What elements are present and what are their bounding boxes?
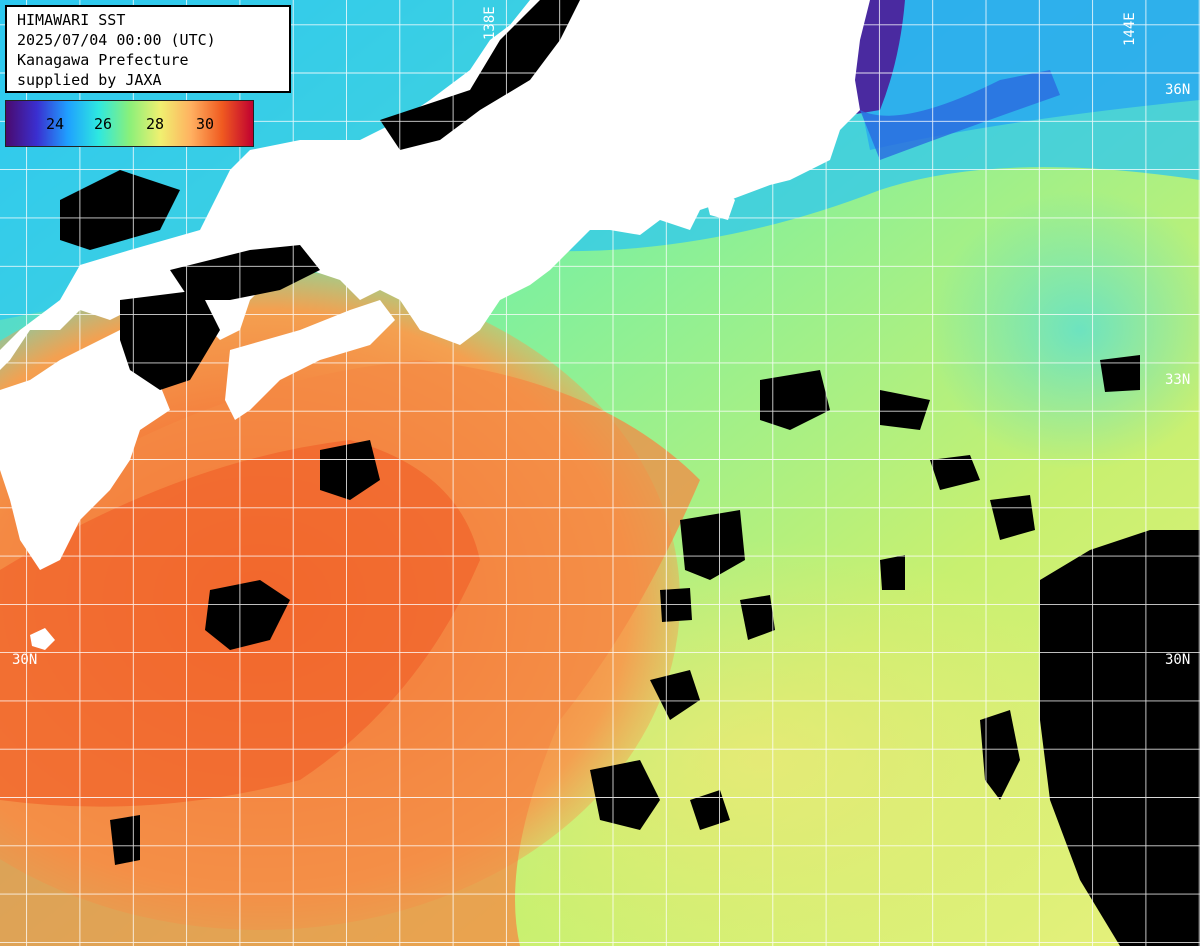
- cloud-sea-of-japan: [380, 0, 580, 150]
- land-kyushu: [0, 330, 170, 570]
- cloud-seto: [170, 245, 320, 300]
- land-yakushima: [30, 628, 55, 650]
- cloud-c14: [880, 555, 905, 590]
- cyan-patch-east: [930, 190, 1200, 470]
- lat-label-36n: 36N: [1165, 82, 1191, 98]
- cloud-c7: [205, 580, 290, 650]
- cloud-c2: [880, 390, 930, 430]
- land-izu: [520, 205, 555, 250]
- land-boso: [705, 185, 735, 220]
- lon-label-144e: 144E: [1122, 12, 1138, 46]
- blue-cold-water: [860, 70, 1060, 160]
- cloud-c10: [990, 495, 1035, 540]
- title-block: HIMAWARI SST 2025/07/04 00:00 (UTC) Kana…: [5, 5, 291, 93]
- land-shikoku: [225, 300, 395, 420]
- legend-tick-30: 30: [196, 115, 215, 133]
- credit-text: supplied by JAXA: [17, 71, 162, 89]
- lat-label-30n-left: 30N: [12, 652, 38, 668]
- cloud-c15: [660, 588, 692, 622]
- timestamp-text: 2025/07/04 00:00 (UTC): [17, 31, 216, 49]
- legend-tick-26: 26: [94, 115, 113, 133]
- cloud-c1: [760, 370, 830, 430]
- lat-label-30n-right: 30N: [1165, 652, 1191, 668]
- cloud-chugoku: [60, 170, 180, 250]
- legend-tick-24: 24: [46, 115, 65, 133]
- cloud-c6: [320, 440, 380, 500]
- cloud-c4: [680, 510, 745, 580]
- cloud-c12: [980, 710, 1020, 800]
- cloud-layer: [60, 0, 1200, 946]
- title-text: HIMAWARI SST: [17, 11, 126, 29]
- lat-label-33n: 33N: [1165, 372, 1191, 388]
- cloud-c5: [590, 760, 660, 830]
- legend-tick-28: 28: [146, 115, 165, 133]
- cloud-c8: [650, 670, 700, 720]
- color-scale-legend: 24 26 28 30: [5, 100, 254, 147]
- cloud-c3: [930, 455, 980, 490]
- lon-label-138e: 138E: [482, 6, 498, 40]
- cloud-east-large: [1040, 530, 1200, 946]
- cloud-c11: [740, 595, 775, 640]
- cloud-c16: [1100, 355, 1140, 392]
- cloud-c13: [110, 815, 140, 865]
- region-text: Kanagawa Prefecture: [17, 51, 189, 69]
- cloud-c9: [690, 790, 730, 830]
